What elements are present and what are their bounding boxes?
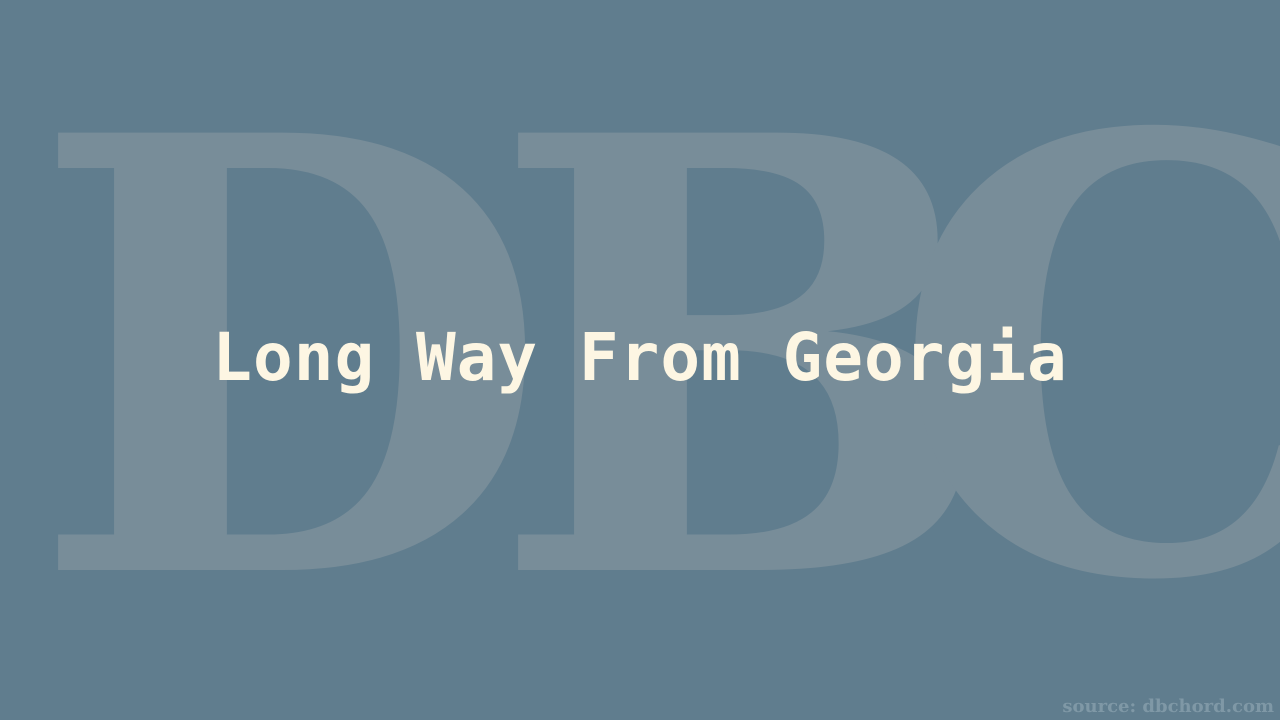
watermark-letter-b: B: [490, 7, 998, 712]
watermark-letter-c: C: [890, 7, 1280, 712]
song-title: Long Way From Georgia: [212, 319, 1068, 396]
source-credit: source: dbchord.com: [1062, 696, 1274, 717]
watermark-letter-d: D: [30, 7, 551, 712]
